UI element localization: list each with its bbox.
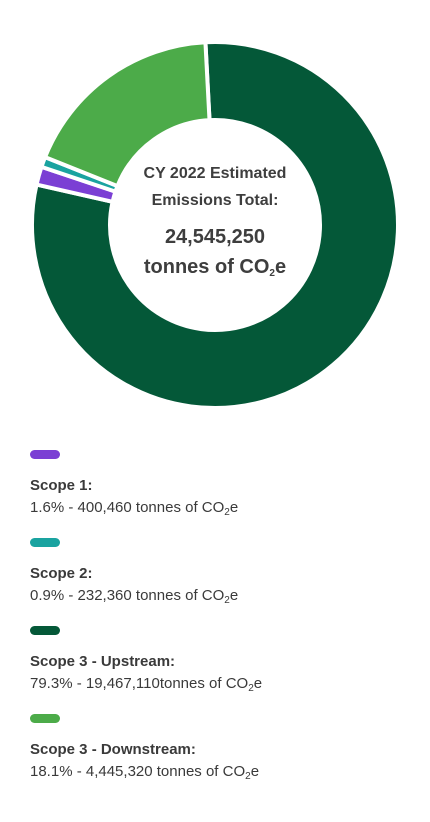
legend-swatch-scope-2 (30, 538, 60, 547)
legend-detail-suffix: e (229, 587, 239, 604)
center-total: 24,545,250 tonnes of CO2e (115, 222, 315, 289)
legend-item-scope-3-downstream: Scope 3 - Downstream: 18.1% - 4,445,320 … (30, 714, 410, 802)
center-title-line1: CY 2022 Estimated (143, 165, 287, 182)
legend-detail-suffix: e (250, 763, 260, 780)
legend-detail-text: 79.3% - 19,467,110tonnes of CO (30, 675, 249, 692)
legend-detail-sub: 2 (224, 507, 230, 518)
donut-slice-scope-3-downstream (43, 40, 212, 189)
legend-detail-text: 0.9% - 232,360 tonnes of CO (30, 587, 225, 604)
center-unit-sub: 2 (269, 268, 275, 279)
legend-item-scope-1: Scope 1: 1.6% - 400,460 tonnes of CO2e (30, 450, 410, 538)
legend-label-scope-2: Scope 2: (30, 565, 93, 582)
legend-detail-sub: 2 (248, 683, 254, 694)
center-total-unit: tonnes of CO2e (115, 252, 315, 289)
legend-detail-scope-3-downstream: 18.1% - 4,445,320 tonnes of CO2e (30, 761, 410, 788)
legend-label-scope-3-upstream: Scope 3 - Upstream: (30, 653, 176, 670)
chart-legend: Scope 1: 1.6% - 400,460 tonnes of CO2e S… (30, 450, 410, 802)
legend-swatch-scope-3-downstream (30, 714, 60, 723)
legend-label-scope-1: Scope 1: (30, 477, 93, 494)
legend-detail-scope-2: 0.9% - 232,360 tonnes of CO2e (30, 585, 410, 612)
center-unit-suffix: e (274, 256, 287, 278)
legend-detail-sub: 2 (224, 595, 230, 606)
legend-item-scope-3-upstream: Scope 3 - Upstream: 79.3% - 19,467,110to… (30, 626, 410, 714)
legend-detail-scope-3-upstream: 79.3% - 19,467,110tonnes of CO2e (30, 673, 410, 700)
legend-label-scope-3-downstream: Scope 3 - Downstream: (30, 741, 196, 758)
center-title-line2: Emissions Total: (151, 192, 279, 209)
legend-detail-text: 18.1% - 4,445,320 tonnes of CO (30, 763, 246, 780)
legend-detail-suffix: e (253, 675, 263, 692)
donut-chart (30, 40, 400, 410)
legend-detail-suffix: e (229, 499, 239, 516)
legend-detail-sub: 2 (245, 771, 251, 782)
donut-center-label: CY 2022 Estimated Emissions Total: 24,54… (115, 160, 315, 289)
center-total-value: 24,545,250 (164, 226, 266, 248)
legend-detail-scope-1: 1.6% - 400,460 tonnes of CO2e (30, 497, 410, 524)
legend-swatch-scope-3-upstream (30, 626, 60, 635)
center-unit-prefix: tonnes of CO (143, 256, 270, 278)
legend-item-scope-2: Scope 2: 0.9% - 232,360 tonnes of CO2e (30, 538, 410, 626)
legend-detail-text: 1.6% - 400,460 tonnes of CO (30, 499, 225, 516)
legend-swatch-scope-1 (30, 450, 60, 459)
donut-slice-scope-3-upstream (30, 40, 400, 410)
center-title: CY 2022 Estimated Emissions Total: (115, 160, 315, 214)
